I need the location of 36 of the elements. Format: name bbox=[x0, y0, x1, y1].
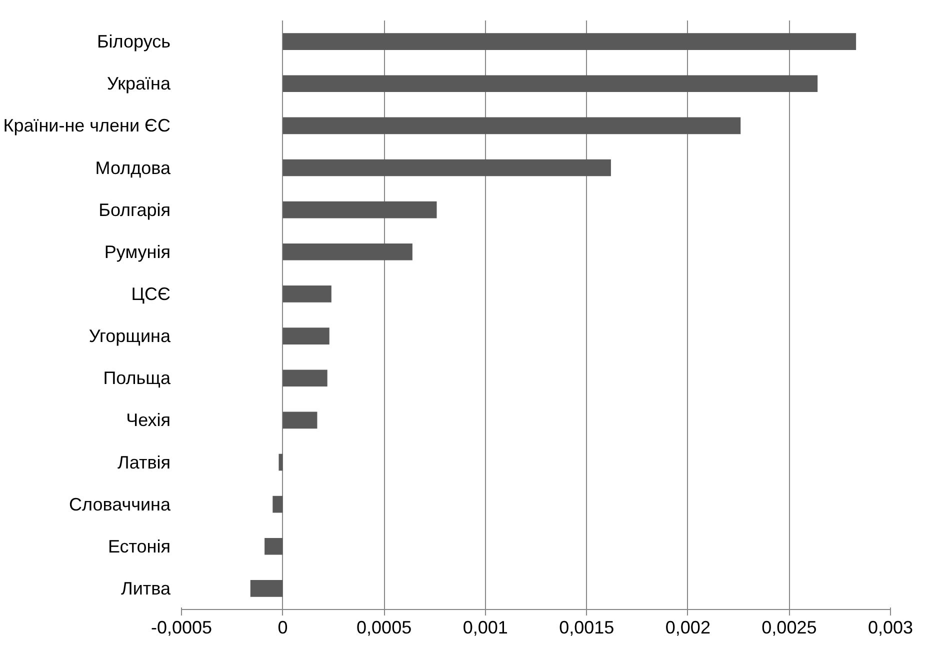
y-tick-label: Країни-не члени ЄС bbox=[3, 116, 171, 136]
y-tick-label: Румунія bbox=[104, 242, 171, 262]
bar bbox=[282, 412, 318, 429]
x-tick-label: 0 bbox=[278, 618, 288, 638]
y-tick-label: Естонія bbox=[108, 536, 171, 556]
bar bbox=[282, 286, 332, 302]
bar bbox=[282, 117, 741, 134]
bar bbox=[282, 370, 328, 387]
bar bbox=[282, 75, 818, 92]
x-tick-label: 0,002 bbox=[665, 618, 710, 638]
y-tick-label: Білорусь bbox=[96, 32, 171, 52]
x-tick-label: 0,003 bbox=[868, 618, 914, 638]
y-tick-label: Україна bbox=[107, 74, 172, 94]
bar bbox=[264, 538, 283, 555]
y-tick-label: Словаччина bbox=[69, 494, 172, 514]
y-tick-label: Чехія bbox=[126, 410, 170, 430]
y-tick-label: Угорщина bbox=[88, 326, 172, 346]
y-tick-label: Молдова bbox=[95, 158, 172, 178]
x-tick-label: 0,0005 bbox=[356, 618, 412, 638]
y-tick-label: Литва bbox=[121, 578, 172, 598]
y-tick-label: Польща bbox=[103, 368, 172, 388]
bar bbox=[278, 454, 283, 471]
y-tick-label: Латвія bbox=[118, 452, 171, 472]
bar bbox=[282, 243, 412, 260]
y-tick-label: Болгарія bbox=[98, 200, 171, 220]
bar bbox=[282, 33, 856, 50]
x-tick-label: 0,0025 bbox=[762, 618, 817, 638]
x-tick-label: -0,0005 bbox=[150, 618, 212, 638]
y-tick-label: ЦСЄ bbox=[131, 284, 171, 304]
x-tick-label: 0,0015 bbox=[559, 618, 614, 638]
bar bbox=[250, 580, 283, 597]
bar bbox=[282, 159, 611, 176]
bar bbox=[282, 328, 330, 344]
bar bbox=[272, 496, 283, 513]
x-tick-label: 0,001 bbox=[462, 618, 508, 638]
bar bbox=[282, 201, 437, 218]
